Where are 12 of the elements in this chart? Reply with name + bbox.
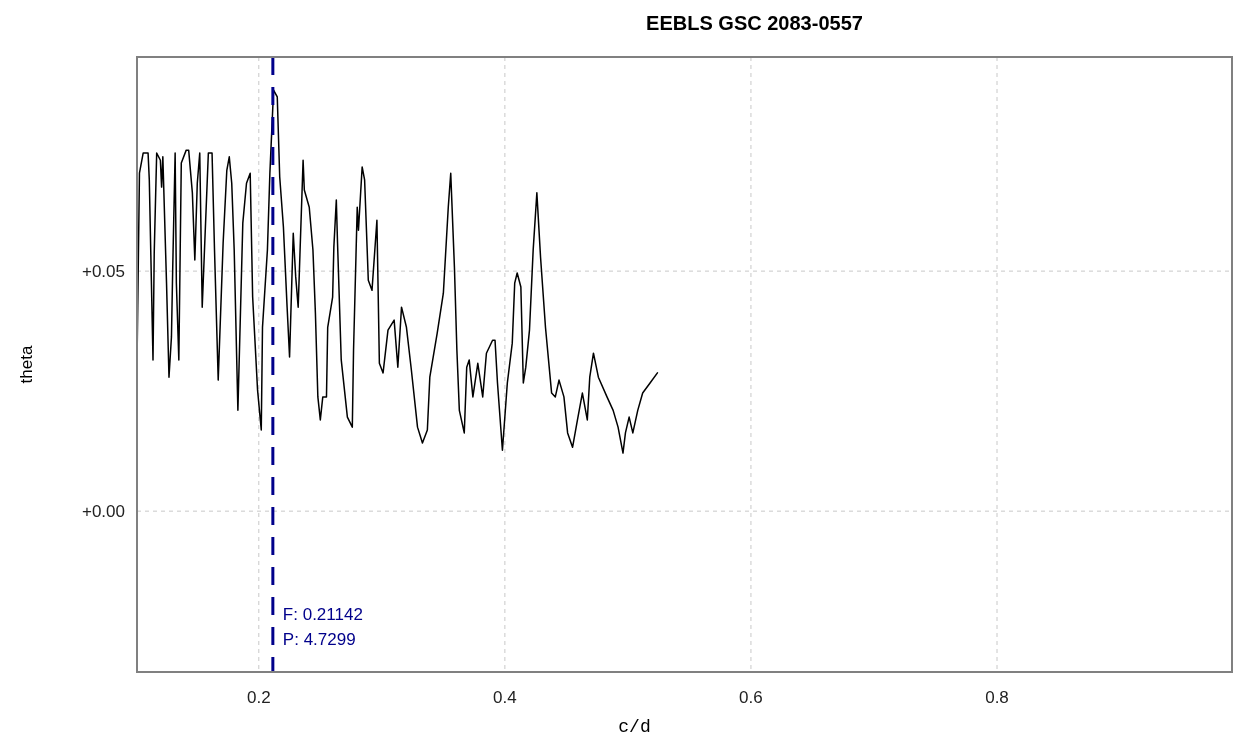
y-axis-title: theta	[17, 345, 36, 384]
y-tick-label: +0.00	[81, 502, 125, 522]
chart-title: EEBLS GSC 2083-0557	[646, 12, 863, 34]
line-series	[137, 89, 659, 454]
ref-line-label: F: 0.21142	[282, 605, 363, 624]
y-tick-label: +0.05	[81, 262, 125, 282]
x-tick-label: 0.8	[985, 688, 1009, 707]
x-tick-label: 0.6	[739, 688, 763, 707]
x-tick-label: 0.2	[246, 688, 271, 707]
x-tick-label: 0.4	[493, 688, 517, 707]
x-axis-title: c/d	[618, 717, 651, 737]
annotation: P: 4.7299	[282, 630, 356, 649]
